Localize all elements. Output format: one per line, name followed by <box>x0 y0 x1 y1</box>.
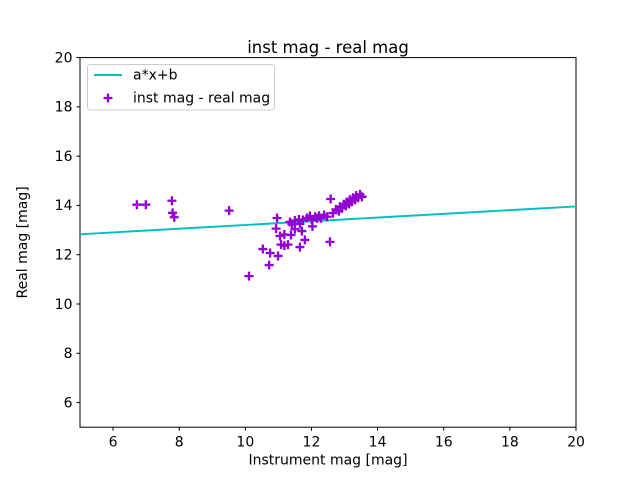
legend-label-line: a*x+b <box>133 68 178 84</box>
y-tick-label: 8 <box>64 346 73 362</box>
x-tick-label: 18 <box>501 435 519 451</box>
scatter-point <box>275 231 285 241</box>
x-tick-label: 16 <box>435 435 453 451</box>
x-axis-ticks: 6 8 10 12 14 16 18 20 <box>109 427 585 451</box>
scatter-point <box>224 206 234 216</box>
scatter-point <box>258 244 268 254</box>
scatter-point <box>132 200 142 210</box>
legend-label-scatter: inst mag - real mag <box>133 91 270 107</box>
scatter-point <box>286 230 296 240</box>
y-tick-label: 14 <box>55 198 73 214</box>
scatter-point <box>271 224 281 234</box>
y-tick-label: 10 <box>55 297 73 313</box>
scatter-point <box>167 196 177 206</box>
y-tick-label: 6 <box>64 395 73 411</box>
scatter-point <box>273 251 283 261</box>
x-tick-label: 20 <box>567 435 585 451</box>
scatter-point <box>357 192 367 202</box>
y-tick-label: 12 <box>55 248 73 264</box>
scatter-point <box>141 200 151 210</box>
x-tick-label: 8 <box>175 435 184 451</box>
scatter-point <box>283 240 293 250</box>
scatter-point <box>168 208 178 218</box>
y-tick-label: 20 <box>55 50 73 66</box>
x-tick-label: 6 <box>109 435 118 451</box>
y-tick-label: 18 <box>55 100 73 116</box>
legend-plus-swatch <box>103 93 113 103</box>
x-tick-label: 10 <box>236 435 254 451</box>
scatter-point <box>290 224 300 234</box>
scatter-point <box>300 235 310 245</box>
scatter-point <box>272 213 282 223</box>
scatter-point <box>326 194 336 204</box>
legend: a*x+b inst mag - real mag <box>87 64 275 111</box>
scatter-point <box>322 212 332 222</box>
chart-title: inst mag - real mag <box>247 38 409 57</box>
y-axis-ticks: 6 8 10 12 14 16 18 20 <box>55 50 80 411</box>
x-tick-label: 14 <box>369 435 387 451</box>
scatter-point <box>244 271 254 281</box>
x-axis-label: Instrument mag [mag] <box>248 453 407 469</box>
y-axis-label: Real mag [mag] <box>15 186 31 298</box>
scatter-series <box>132 189 367 281</box>
scatter-point <box>265 248 275 258</box>
scatter-point <box>295 242 305 252</box>
scatter-point <box>169 212 179 222</box>
scatter-point <box>264 260 274 270</box>
x-tick-label: 12 <box>303 435 321 451</box>
y-tick-label: 16 <box>55 149 73 165</box>
scatter-point <box>325 237 335 247</box>
scatter-point <box>297 226 307 236</box>
legend-box <box>87 64 275 111</box>
scatter-point <box>307 221 317 231</box>
